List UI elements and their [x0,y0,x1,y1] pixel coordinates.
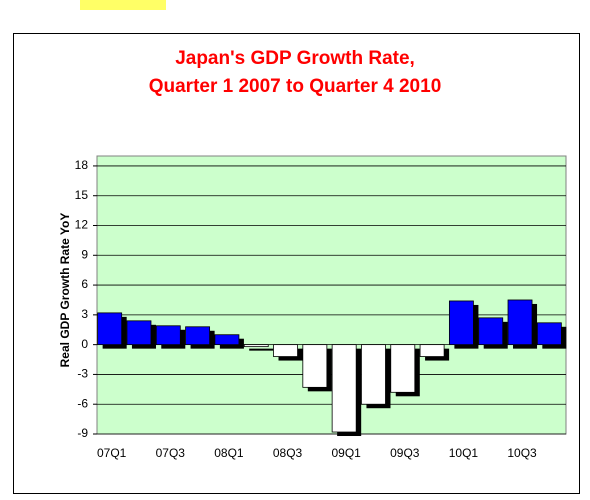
bar-shadow [249,348,274,351]
x-tick-label: 10Q3 [507,446,537,460]
y-axis-label: Real GDP Growth Rate YoY [58,213,72,368]
chart-title: Japan's GDP Growth Rate, [175,48,415,69]
y-tick-label: 3 [81,307,88,321]
bar [214,334,240,346]
bar [448,300,474,346]
y-tick-label: -9 [77,426,88,440]
bar [419,344,445,357]
chart-title: Quarter 1 2007 to Quarter 4 2010 [149,76,442,97]
y-tick-label: 18 [75,158,89,172]
bar [361,344,386,405]
x-tick-label: 08Q3 [273,446,303,460]
y-tick-label: -6 [77,396,88,410]
bar [507,299,533,346]
highlight [80,0,166,10]
bar [126,320,152,346]
y-tick-label: 12 [75,218,89,232]
y-tick-label: -3 [77,367,88,381]
bar [243,344,269,348]
x-tick-label: 09Q3 [390,446,420,460]
y-tick-label: 0 [81,337,88,351]
bar [302,344,328,388]
bar [185,326,211,346]
y-tick-label: 9 [81,247,88,261]
y-tick-label: 6 [81,277,88,291]
x-tick-label: 10Q1 [449,446,479,460]
x-tick-label: 07Q1 [97,446,127,460]
bar [478,317,504,346]
bar [97,312,123,346]
x-tick-label: 08Q1 [214,446,244,460]
bar [155,325,181,346]
y-tick-label: 15 [75,188,89,202]
x-tick-label: 07Q3 [156,446,186,460]
bar [331,344,357,433]
plot-area [96,155,567,435]
x-tick-label: 09Q1 [331,446,361,460]
bar [536,322,562,346]
bar [273,344,298,357]
bar [390,344,416,393]
